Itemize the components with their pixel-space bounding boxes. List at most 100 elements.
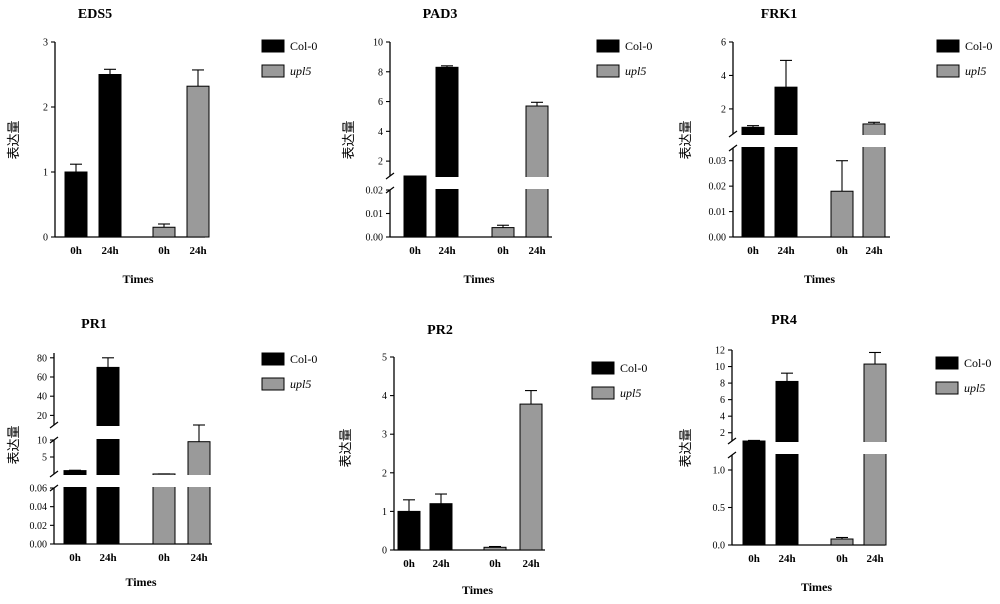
y-axis-label: 表达量 xyxy=(6,120,21,159)
y-tick-label: 4 xyxy=(720,412,725,423)
legend-swatch-col0 xyxy=(262,353,284,365)
y-tick-label: 0.04 xyxy=(30,502,48,513)
bar-upl5-0h xyxy=(492,228,514,237)
bar-col0-24h xyxy=(776,381,798,545)
legend-swatch-upl5 xyxy=(262,378,284,390)
chart-panel-pr2: PR20123450h24h0h24hTimes表达量Col-0upl5 xyxy=(338,323,647,597)
bar-col0-24h xyxy=(436,67,458,237)
y-tick-label: 0.00 xyxy=(709,233,727,244)
y-tick-label: 5 xyxy=(42,453,47,464)
y-tick-label: 20 xyxy=(37,411,47,422)
y-tick-label: 8 xyxy=(720,379,725,390)
bar-col0-0h xyxy=(398,511,420,550)
legend-swatch-col0 xyxy=(936,357,958,369)
x-tick-label: 0h xyxy=(836,245,848,257)
x-tick-label: 24h xyxy=(99,552,116,564)
y-tick-label: 6 xyxy=(721,38,726,49)
x-tick-label: 24h xyxy=(522,558,539,570)
bar-col0-0h xyxy=(743,441,765,545)
bar-break-gap xyxy=(63,475,87,487)
y-tick-label: 0.00 xyxy=(366,233,384,244)
x-tick-label: 0h xyxy=(403,558,415,570)
y-tick-label: 0.02 xyxy=(709,182,727,193)
y-tick-label: 6 xyxy=(378,97,383,108)
legend-label-upl5: upl5 xyxy=(290,377,311,391)
legend-swatch-col0 xyxy=(262,40,284,52)
bar-break-gap xyxy=(775,442,799,454)
x-tick-label: 24h xyxy=(777,245,794,257)
y-tick-label: 8 xyxy=(378,67,383,78)
y-tick-label: 0.02 xyxy=(366,186,384,197)
legend-swatch-col0 xyxy=(592,362,614,374)
bar-break-gap xyxy=(187,475,211,487)
legend-swatch-col0 xyxy=(937,40,959,52)
x-tick-label: 24h xyxy=(528,245,545,257)
x-tick-label: 0h xyxy=(489,558,501,570)
bar-break-gap xyxy=(96,475,120,487)
chart-title: FRK1 xyxy=(761,7,798,22)
legend-label-upl5: upl5 xyxy=(625,64,646,78)
bar-col0-0h xyxy=(404,176,426,237)
y-tick-label: 4 xyxy=(378,127,383,138)
legend-swatch-upl5 xyxy=(262,65,284,77)
x-tick-label: 0h xyxy=(497,245,509,257)
x-tick-label: 0h xyxy=(69,552,81,564)
y-tick-label: 0 xyxy=(43,233,48,244)
y-tick-label: 0 xyxy=(382,546,387,557)
bar-break-gap xyxy=(863,442,887,454)
chart-panel-pr1: PR10.000.020.040.06510204060800h24h0h24h… xyxy=(6,317,317,589)
x-tick-label: 24h xyxy=(190,552,207,564)
chart-title: PR2 xyxy=(427,323,453,338)
y-axis-label: 表达量 xyxy=(678,120,693,159)
legend-swatch-upl5 xyxy=(597,65,619,77)
legend-label-col0: Col-0 xyxy=(620,361,647,375)
bar-upl5-24h xyxy=(864,364,886,545)
bar-upl5-0h xyxy=(484,547,506,550)
legend-label-upl5: upl5 xyxy=(965,64,986,78)
y-axis-label: 表达量 xyxy=(6,425,21,464)
y-tick-label: 1 xyxy=(382,507,387,518)
y-tick-label: 0.5 xyxy=(713,503,726,514)
bar-break-gap xyxy=(435,177,459,189)
y-tick-label: 4 xyxy=(382,391,387,402)
y-tick-label: 0.06 xyxy=(30,484,48,495)
bar-col0-24h xyxy=(775,87,797,237)
bar-col0-24h xyxy=(430,504,452,550)
y-tick-label: 3 xyxy=(382,430,387,441)
x-tick-label: 24h xyxy=(438,245,455,257)
y-tick-label: 0.01 xyxy=(709,207,727,218)
y-tick-label: 10 xyxy=(373,38,383,49)
legend-label-col0: Col-0 xyxy=(965,39,992,53)
y-tick-label: 2 xyxy=(378,157,383,168)
bar-upl5-0h xyxy=(153,227,175,237)
x-axis-label: Times xyxy=(804,272,835,286)
legend-swatch-col0 xyxy=(597,40,619,52)
y-axis-label: 表达量 xyxy=(678,428,693,467)
y-tick-label: 40 xyxy=(37,392,47,403)
x-tick-label: 0h xyxy=(836,553,848,565)
legend-label-col0: Col-0 xyxy=(964,356,991,370)
legend-label-col0: Col-0 xyxy=(290,352,317,366)
y-tick-label: 2 xyxy=(43,103,48,114)
bar-break-gap xyxy=(774,135,798,147)
chart-panel-eds5: EDS501230h24h0h24hTimes表达量Col-0upl5 xyxy=(6,7,317,286)
y-tick-label: 2 xyxy=(720,428,725,439)
chart-title: PR4 xyxy=(771,313,797,328)
bar-break-gap xyxy=(741,135,765,147)
x-tick-label: 24h xyxy=(778,553,795,565)
x-tick-label: 0h xyxy=(748,553,760,565)
bar-col0-0h xyxy=(65,172,87,237)
y-tick-label: 10 xyxy=(715,362,725,373)
x-tick-label: 24h xyxy=(866,553,883,565)
x-tick-label: 0h xyxy=(747,245,759,257)
bar-upl5-0h xyxy=(831,539,853,545)
legend-swatch-upl5 xyxy=(592,387,614,399)
legend-label-col0: Col-0 xyxy=(625,39,652,53)
bar-upl5-24h xyxy=(520,404,542,550)
x-tick-label: 24h xyxy=(865,245,882,257)
legend-label-upl5: upl5 xyxy=(964,381,985,395)
chart-panel-frk1: FRK10.000.010.020.032460h24h0h24hTimes表达… xyxy=(678,7,992,286)
y-tick-label: 0.00 xyxy=(30,540,48,551)
y-tick-label: 1.0 xyxy=(713,466,726,477)
chart-title: PR1 xyxy=(81,317,107,332)
